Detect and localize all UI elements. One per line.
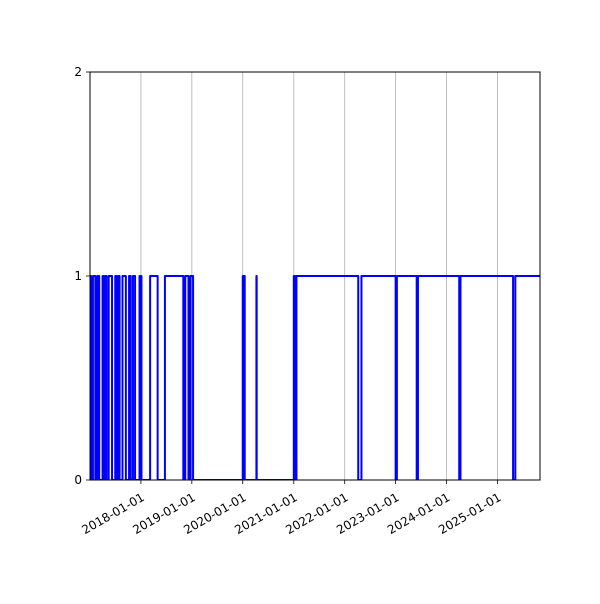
y-tick-label: 1 — [74, 269, 82, 283]
y-tick-label: 2 — [74, 65, 82, 79]
series-line — [90, 275, 540, 480]
y-tick-label: 0 — [74, 473, 82, 487]
series-layer — [90, 275, 540, 480]
y-axis: 0 1 2 — [74, 65, 90, 487]
